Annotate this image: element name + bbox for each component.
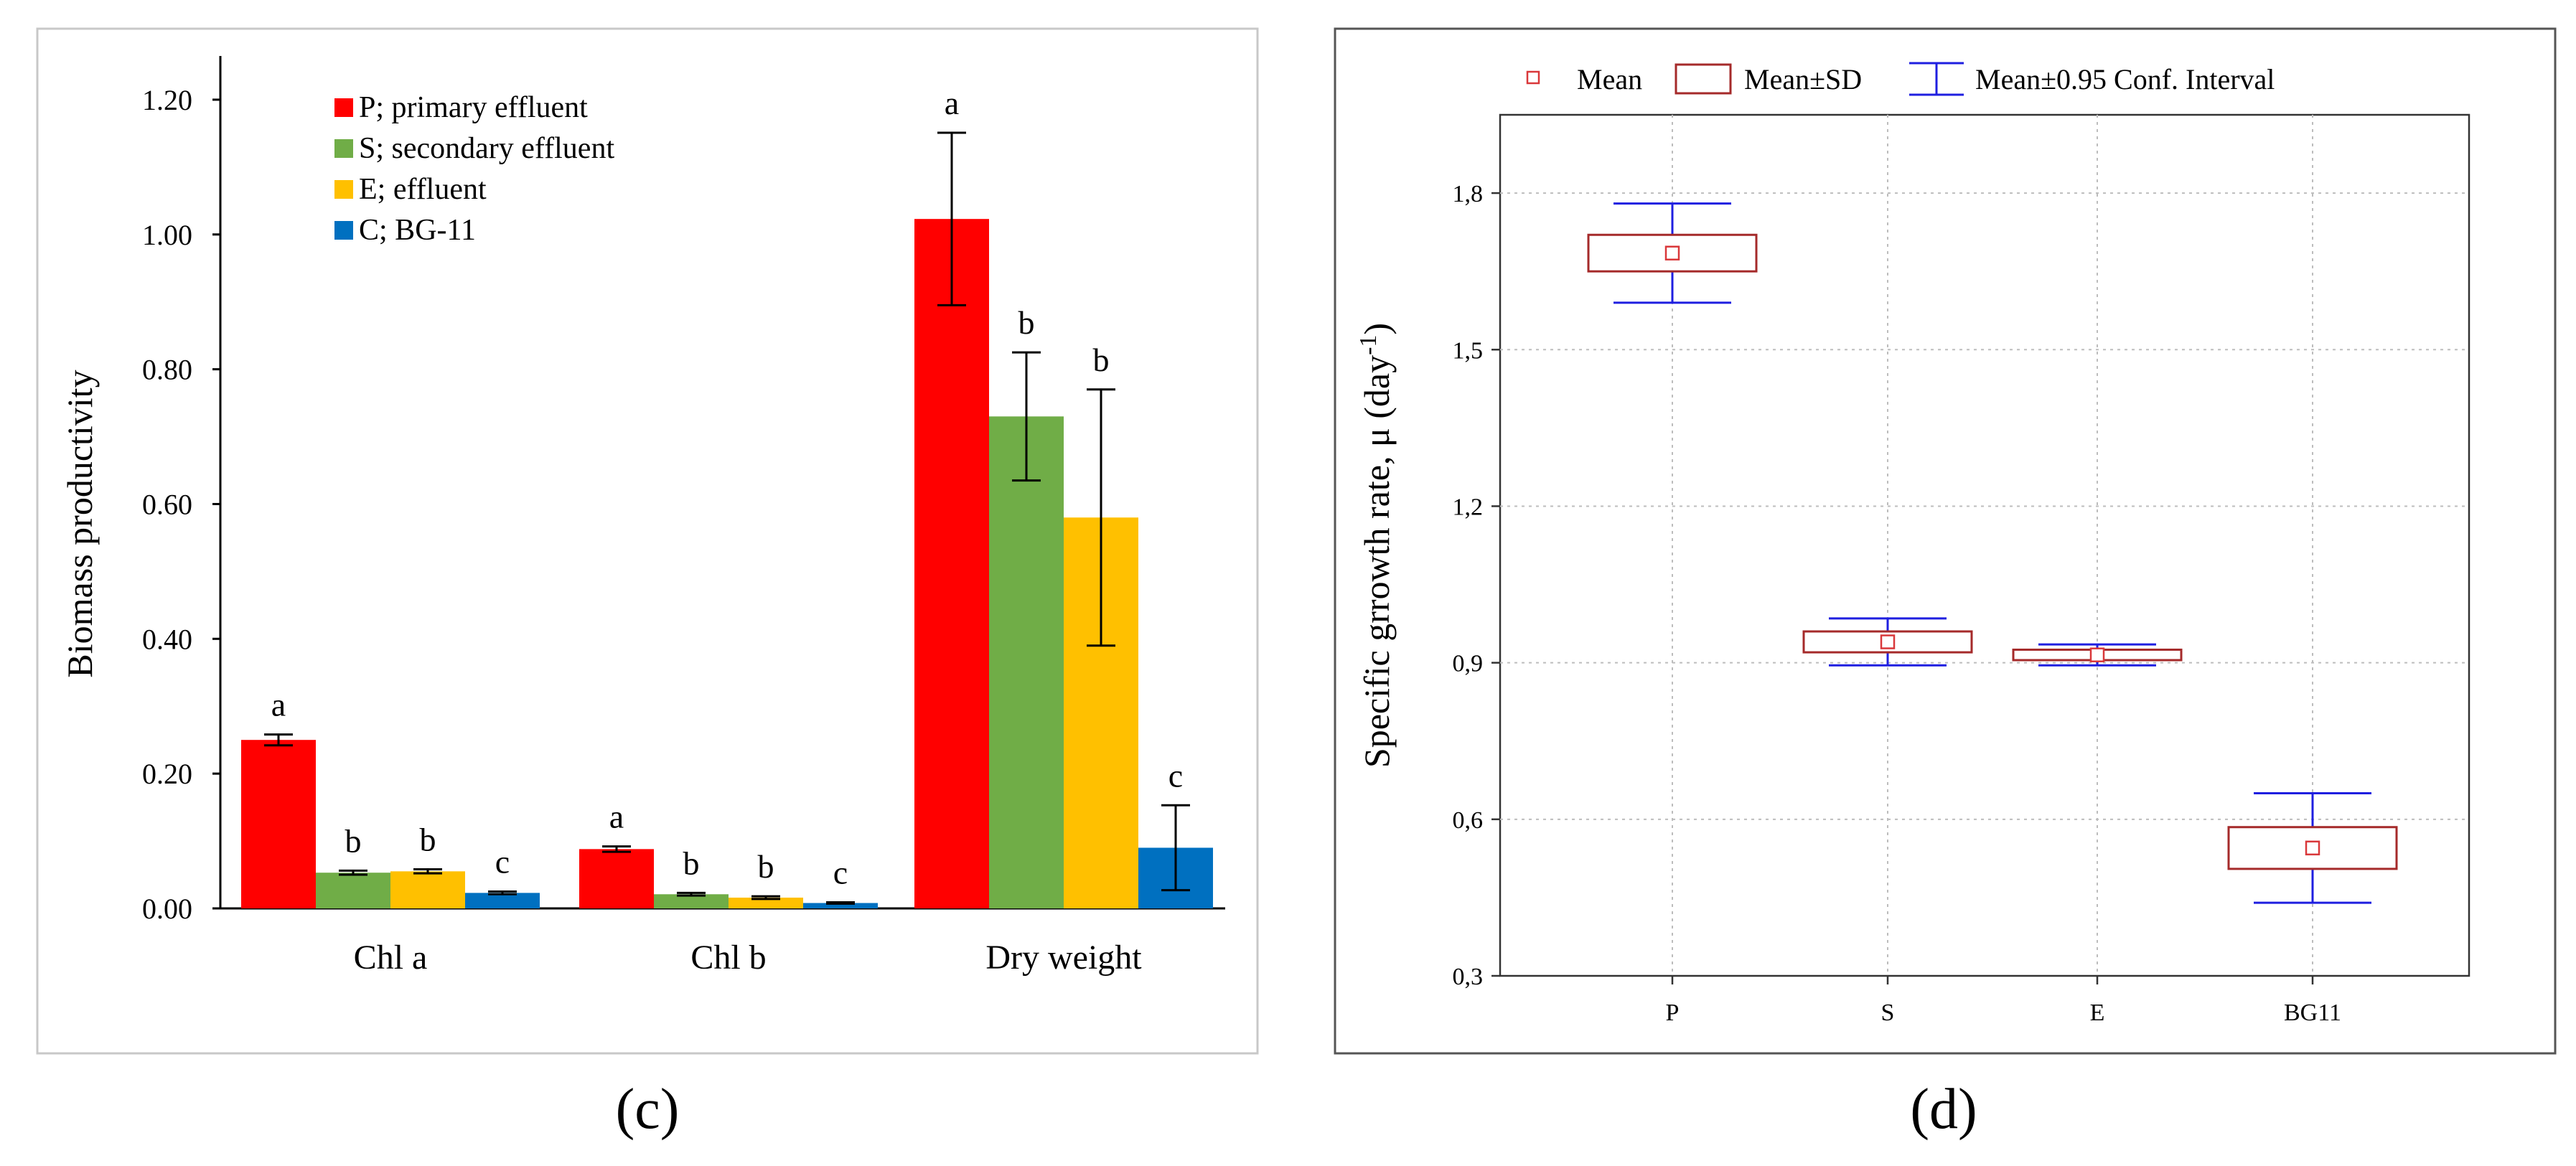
significance-letter: b (420, 822, 436, 858)
y-tick-label-c: 0.80 (142, 354, 192, 386)
bar (579, 849, 654, 908)
significance-letter: b (345, 822, 362, 859)
legend-ci-whisker (1909, 62, 1964, 96)
significance-letter: c (1168, 757, 1183, 794)
legend-sd-label: Mean±SD (1744, 63, 1862, 95)
legend-ci-label: Mean±0.95 Conf. Interval (1975, 63, 2275, 95)
legend-swatch-s (334, 139, 353, 158)
panel-d-means (1664, 245, 2320, 856)
y-tick-label-d: 0,9 (1453, 651, 1484, 677)
bar (989, 416, 1064, 908)
y-tick-label-c: 1.20 (142, 84, 192, 116)
y-tick-label-c: 0.00 (142, 893, 192, 925)
panel-d-boxes (1587, 233, 2398, 870)
significance-letter: a (271, 687, 286, 723)
panel-d-ylabel: Specific grrowth rate, μ (day-1) (1355, 323, 1397, 768)
legend-label-p: P; primary effluent (359, 91, 588, 124)
panel-d-legend: Mean Mean±SD Mean±0.95 Conf. Interval (1526, 62, 2275, 96)
category-label-c: Chl b (690, 939, 766, 977)
significance-letter: c (495, 844, 510, 880)
panel-d-ylabel-sup: -1 (1355, 335, 1382, 355)
panel-d-label: (d) (1910, 1078, 1977, 1141)
panel-d-plot-area (1499, 113, 2470, 977)
significance-letter: b (683, 845, 700, 881)
mean-marker (2089, 647, 2105, 662)
panel-c-significance-letters: a b b c a b b c a b b c (271, 85, 1183, 891)
y-tick-label-c: 0.40 (142, 623, 192, 655)
bar (654, 894, 729, 908)
panel-c-ylabel: Biomass productivity (60, 370, 100, 677)
panel-c-legend: P; primary effluent S; secondary effluen… (334, 91, 614, 247)
panel-d-ylabel-main: Specific grrowth rate, μ (day (1357, 355, 1397, 768)
category-label-d: S (1881, 1000, 1895, 1026)
category-label-c: Dry weight (985, 939, 1142, 977)
legend-label-e: E; effluent (359, 173, 487, 206)
bar (914, 219, 989, 908)
y-tick-label-d: 0,6 (1453, 807, 1484, 834)
y-tick-label-c: 0.20 (142, 758, 192, 790)
bar (316, 873, 390, 908)
legend-mean-marker (1526, 70, 1540, 85)
significance-letter: b (758, 848, 774, 885)
legend-swatch-e (334, 180, 353, 199)
y-tick-label-d: 1,2 (1453, 494, 1484, 520)
significance-letter: c (833, 855, 848, 891)
panel-d-y-tick-labels: 0,3 0,6 0,9 1,2 1,5 1,8 (1453, 181, 2314, 990)
bar (390, 871, 465, 908)
legend-swatch-c (334, 221, 353, 240)
category-label-d: E (2090, 1000, 2105, 1026)
category-label-d: P (1666, 1000, 1680, 1026)
y-tick-label-d: 1,8 (1453, 181, 1484, 207)
category-label-d: BG11 (2284, 1000, 2341, 1026)
mean-marker (1664, 245, 1680, 260)
panel-d-whiskers (1613, 202, 2371, 904)
panel-d-ylabel-end: ) (1357, 323, 1397, 335)
bar (729, 897, 803, 908)
y-tick-label-c: 1.00 (142, 219, 192, 251)
panel-d: 0,3 0,6 0,9 1,2 1,5 1,8 P S E BG11 Specific grro… (1334, 27, 2557, 1141)
bar (241, 740, 316, 908)
mean-marker (1880, 634, 1896, 649)
significance-letter: a (945, 85, 959, 121)
y-tick-label-d: 0,3 (1453, 964, 1484, 990)
panel-c-category-labels: Chl a Chl b Dry weight (354, 939, 1143, 977)
panel-d-category-labels: P S E BG11 (1666, 1000, 2341, 1026)
significance-letter: b (1093, 342, 1110, 378)
panel-d-frame (1334, 27, 2557, 1055)
panel-c: Biomass productivity 0.00 0.20 0.40 0.60 0.8… (36, 27, 1259, 1141)
panel-c-error-bars (264, 131, 1190, 905)
y-tick-label-c: 0.60 (142, 488, 192, 520)
bar (803, 903, 878, 908)
legend-swatch-p (334, 98, 353, 117)
bar (465, 893, 540, 908)
legend-label-c: C; BG-11 (359, 214, 476, 247)
mean-marker (2305, 840, 2320, 856)
y-tick-label-d: 1,5 (1453, 337, 1484, 364)
panel-c-frame (36, 27, 1259, 1055)
legend-mean-label: Mean (1577, 63, 1642, 95)
legend-sd-box (1675, 63, 1732, 95)
panel-c-y-tick-labels: 0.00 0.20 0.40 0.60 0.80 1.00 1.20 (142, 84, 220, 925)
legend-label-s: S; secondary effluent (359, 132, 614, 165)
significance-letter: b (1018, 304, 1035, 341)
panel-c-label: (c) (616, 1078, 680, 1141)
significance-letter: a (609, 799, 624, 835)
panel-c-bars (241, 219, 1213, 908)
category-label-c: Chl a (354, 939, 428, 977)
